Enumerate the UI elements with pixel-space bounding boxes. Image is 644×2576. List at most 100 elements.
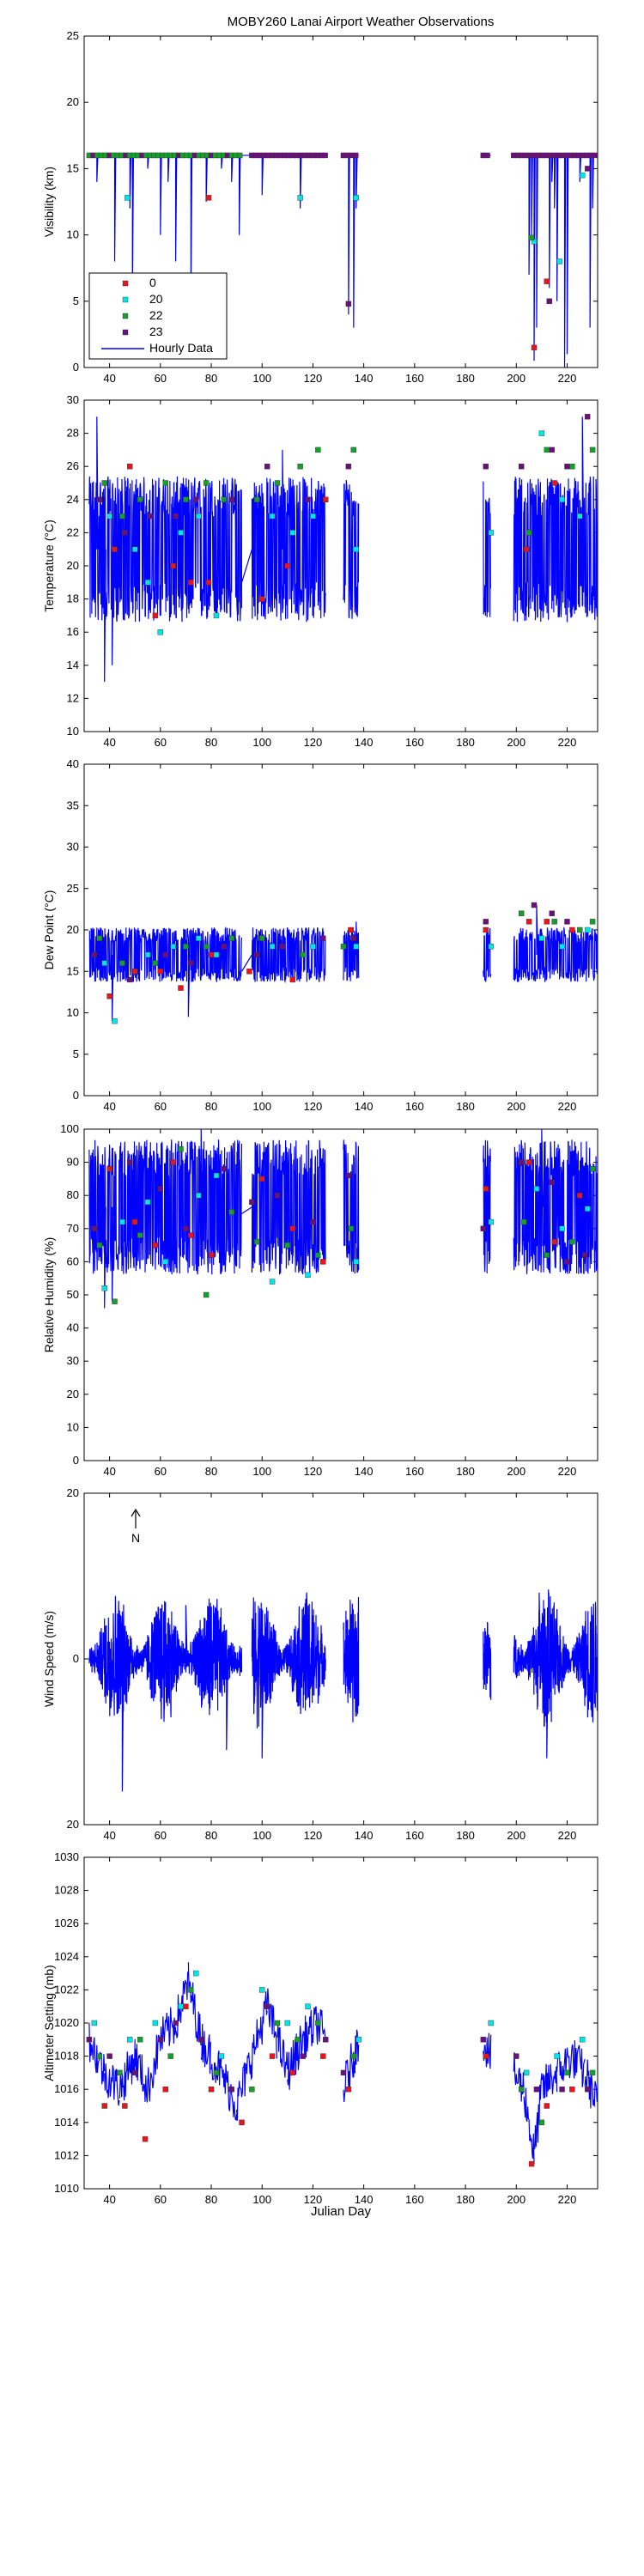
marker-h0 xyxy=(551,1239,557,1245)
marker-h23 xyxy=(310,1218,316,1225)
x-tick-label: 120 xyxy=(304,2193,323,2206)
marker-h20 xyxy=(488,2020,494,2026)
x-tick-label: 120 xyxy=(304,372,323,385)
marker-h22 xyxy=(528,234,535,240)
marker-h0 xyxy=(122,2103,128,2109)
marker-h23 xyxy=(350,935,357,941)
x-tick-label: 120 xyxy=(304,1465,323,1478)
marker-h20 xyxy=(559,944,565,950)
marker-h0 xyxy=(101,2103,107,2109)
plot-area-wind xyxy=(88,1589,598,1792)
marker-h20 xyxy=(488,944,494,950)
marker-h20 xyxy=(353,195,359,201)
plot-area-altimeter xyxy=(86,1962,598,2167)
marker-h0 xyxy=(205,580,212,586)
legend: 0 20 22 23 Hourly Data xyxy=(88,272,228,360)
marker-h0 xyxy=(526,919,532,925)
plot-frame xyxy=(83,1856,598,2190)
x-tick-label: 180 xyxy=(456,736,475,749)
marker-h20 xyxy=(269,1279,276,1285)
y-tick-label: 5 xyxy=(73,1048,79,1060)
marker-h22 xyxy=(315,1252,321,1258)
marker-h0 xyxy=(289,2069,295,2076)
y-tick-label: 16 xyxy=(67,625,79,638)
y-tick-label: 25 xyxy=(67,29,79,42)
x-tick-label: 220 xyxy=(558,1100,577,1113)
marker-h23 xyxy=(480,2037,486,2043)
marker-h20 xyxy=(193,1970,199,1977)
figure-title: MOBY260 Lanai Airport Weather Observatio… xyxy=(228,15,495,29)
marker-h20 xyxy=(132,546,138,552)
marker-h22 xyxy=(117,2069,123,2076)
marker-h23 xyxy=(581,1252,588,1258)
x-tick-label: 200 xyxy=(507,1465,526,1478)
panel-altimeter: 40 60 80 100 120 140 160 180 200 220 1010 1012 1014 1… xyxy=(42,1850,598,2206)
plot-area-temperature xyxy=(88,414,598,683)
y-tick-label: 1026 xyxy=(54,1917,79,1929)
marker-h22 xyxy=(297,464,303,470)
y-tick-label: 1012 xyxy=(54,2148,79,2161)
x-tick-label: 160 xyxy=(405,2193,424,2206)
x-tick-label: 220 xyxy=(558,372,577,385)
marker-h22 xyxy=(221,496,228,502)
marker-h22 xyxy=(137,2037,143,2043)
x-tick-label: 100 xyxy=(252,1829,271,1842)
marker-h22 xyxy=(315,2020,321,2026)
x-tick-label: 160 xyxy=(405,372,424,385)
marker-h23 xyxy=(162,951,168,958)
y-tick-label: 0 xyxy=(73,361,79,374)
y-tick-label: 1024 xyxy=(54,1950,79,1963)
marker-h22 xyxy=(228,935,234,941)
x-tick-label: 40 xyxy=(103,1829,115,1842)
marker-h20 xyxy=(310,944,316,950)
marker-h22 xyxy=(259,935,265,941)
marker-h22 xyxy=(137,496,143,502)
marker-h23 xyxy=(96,496,102,502)
marker-h0 xyxy=(269,2053,276,2059)
y-tick-label: 0 xyxy=(73,1652,79,1665)
y-tick-label: 1010 xyxy=(54,2182,79,2195)
x-axis-label: Julian Day xyxy=(311,2204,372,2219)
marker-h0 xyxy=(127,464,133,470)
y-tick-label: 20 xyxy=(67,559,79,572)
marker-h20 xyxy=(353,1259,359,1265)
marker-h20 xyxy=(584,927,591,933)
marker-h23 xyxy=(564,1259,570,1265)
y-tick-label: 35 xyxy=(67,799,79,811)
x-tick-label: 100 xyxy=(252,1100,271,1113)
marker-h22 xyxy=(315,447,321,453)
y-tick-label: 10 xyxy=(67,1420,79,1433)
marker-h23 xyxy=(228,496,234,502)
marker-h23 xyxy=(106,2053,112,2059)
x-tick-label: 220 xyxy=(558,2193,577,2206)
y-tick-label: 20 xyxy=(67,1388,79,1400)
marker-h22 xyxy=(96,2053,102,2059)
x-tick-label: 160 xyxy=(405,736,424,749)
panel-humidity: 40 60 80 100 120 140 160 180 200 220 0 10 20 30 40 50 60… xyxy=(42,1122,598,1478)
y-tick-label: 80 xyxy=(67,1188,79,1201)
marker-h0 xyxy=(577,1192,583,1199)
marker-h22 xyxy=(162,480,168,486)
x-tick-label: 140 xyxy=(355,736,374,749)
x-tick-label: 100 xyxy=(252,1465,271,1478)
marker-h23 xyxy=(274,1192,281,1199)
marker-h23 xyxy=(197,2037,204,2043)
y-tick-label: 1016 xyxy=(54,2082,79,2095)
marker-h20 xyxy=(218,2053,225,2059)
marker-h22 xyxy=(178,1145,184,1152)
marker-h20 xyxy=(269,513,276,519)
marker-h23 xyxy=(193,496,199,502)
y-axis-label: Relative Humidity (%) xyxy=(42,1237,56,1353)
marker-h0 xyxy=(205,195,212,201)
marker-h23 xyxy=(322,152,328,159)
marker-h22 xyxy=(119,513,125,519)
x-tick-label: 200 xyxy=(507,372,526,385)
marker-h22 xyxy=(589,919,596,925)
hourly-data-line xyxy=(88,1589,598,1792)
marker-h20 xyxy=(297,195,303,201)
marker-h20 xyxy=(353,546,359,552)
marker-h22 xyxy=(544,1252,550,1258)
marker-h0 xyxy=(544,919,550,925)
x-tick-label: 60 xyxy=(155,1100,167,1113)
